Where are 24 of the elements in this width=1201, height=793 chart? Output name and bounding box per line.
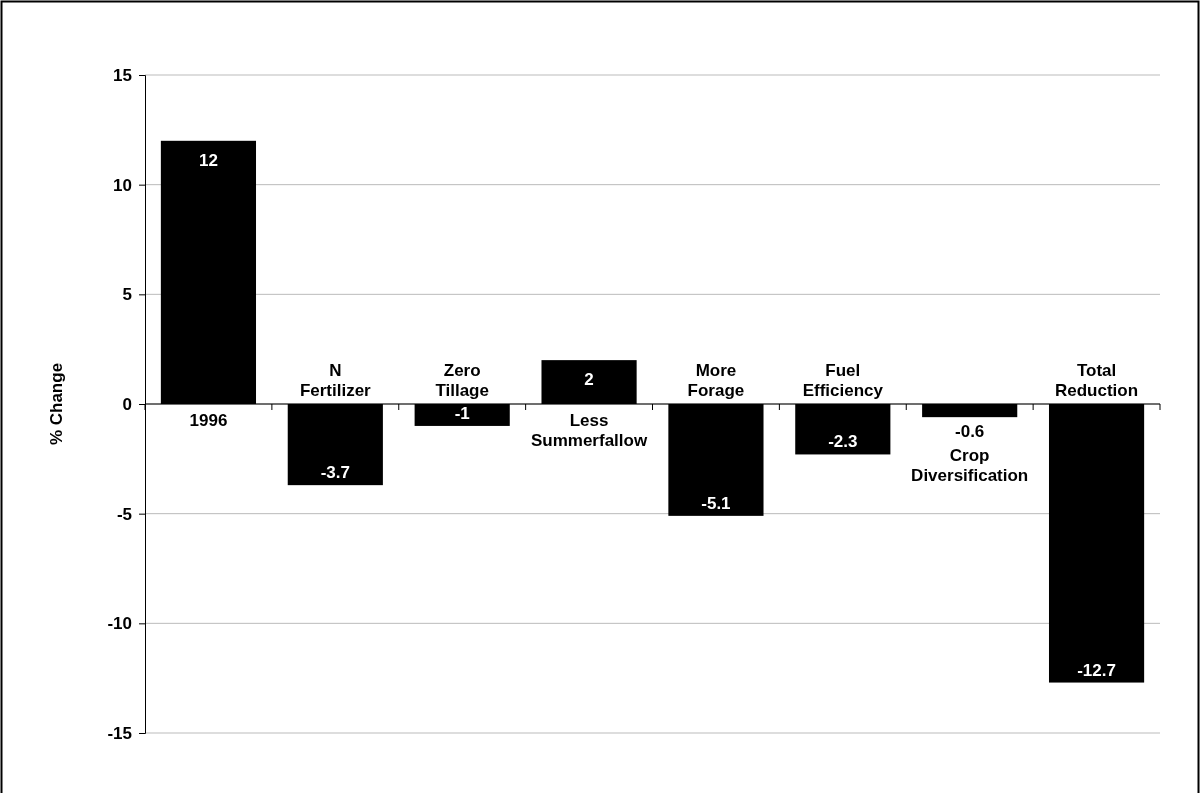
data-label: 2 xyxy=(584,370,594,390)
x-tick-label: Zero Tillage xyxy=(435,361,489,400)
data-label: -12.7 xyxy=(1077,660,1116,680)
y-tick-label: 0 xyxy=(122,394,132,414)
data-label: -1 xyxy=(454,403,470,423)
y-tick-label: 10 xyxy=(113,175,132,195)
x-tick-label: Total Reduction xyxy=(1055,361,1139,400)
y-tick-label: -5 xyxy=(116,504,132,524)
data-label: -2.3 xyxy=(828,432,858,452)
data-label: 12 xyxy=(198,150,218,170)
y-tick-label: -10 xyxy=(107,614,132,634)
y-tick-label: 15 xyxy=(113,65,132,85)
y-tick-label: -15 xyxy=(107,723,132,743)
x-tick-label: 1996 xyxy=(189,411,228,430)
x-tick-label: N Fertilizer xyxy=(299,361,372,400)
data-label: -3.7 xyxy=(320,463,350,483)
x-tick-label: Less Summerfallow xyxy=(530,411,648,450)
data-label: -0.6 xyxy=(955,422,985,442)
x-tick-label: More Forage xyxy=(687,361,745,400)
data-label: -5.1 xyxy=(701,493,731,513)
x-tick-label: Fuel Efficiency xyxy=(802,361,884,400)
y-axis-title: % Change xyxy=(47,362,66,446)
y-tick-label: 5 xyxy=(122,285,132,305)
x-tick-label: Crop Diversification xyxy=(911,446,1029,486)
